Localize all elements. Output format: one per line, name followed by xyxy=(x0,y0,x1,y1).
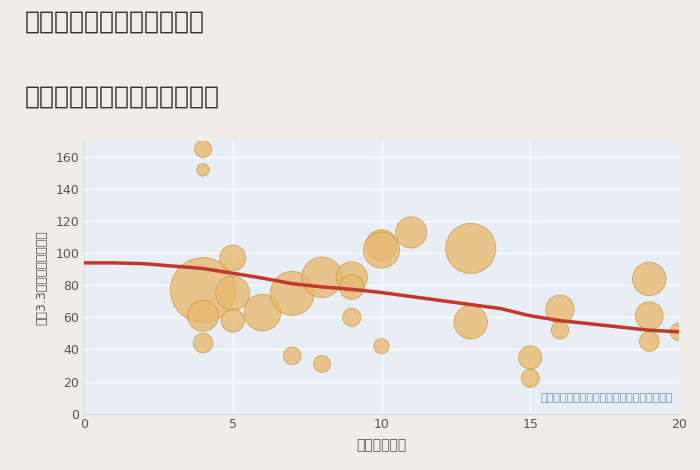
Point xyxy=(406,228,417,236)
Point xyxy=(287,352,298,360)
Point xyxy=(227,317,238,324)
Point xyxy=(287,290,298,297)
Point xyxy=(257,309,268,316)
Point xyxy=(197,286,209,294)
Text: 駅距離別中古マンション価格: 駅距離別中古マンション価格 xyxy=(25,85,220,109)
Point xyxy=(197,166,209,173)
Point xyxy=(644,275,655,282)
Point xyxy=(644,337,655,345)
Point xyxy=(197,145,209,153)
Point xyxy=(644,312,655,320)
Point xyxy=(376,343,387,350)
Point xyxy=(376,242,387,249)
Text: 円の大きさは、取引のあった物件面積を示す: 円の大きさは、取引のあった物件面積を示す xyxy=(540,393,673,403)
Point xyxy=(376,246,387,254)
Point xyxy=(525,354,536,361)
Point xyxy=(346,313,357,321)
Point xyxy=(227,290,238,297)
Point xyxy=(465,319,476,326)
Point xyxy=(465,245,476,252)
Text: 奈良県奈良市西千代ヶ丘の: 奈良県奈良市西千代ヶ丘の xyxy=(25,9,204,33)
Point xyxy=(673,328,685,336)
Point xyxy=(316,274,328,281)
Point xyxy=(554,306,566,313)
Point xyxy=(316,360,328,368)
Point xyxy=(197,339,209,347)
Point xyxy=(525,375,536,382)
X-axis label: 駅距離（分）: 駅距離（分） xyxy=(356,439,407,453)
Point xyxy=(227,254,238,262)
Point xyxy=(197,312,209,320)
Point xyxy=(346,283,357,290)
Point xyxy=(346,274,357,281)
Y-axis label: 坪（3.3㎡）単価（万円）: 坪（3.3㎡）単価（万円） xyxy=(35,230,48,325)
Point xyxy=(554,327,566,334)
